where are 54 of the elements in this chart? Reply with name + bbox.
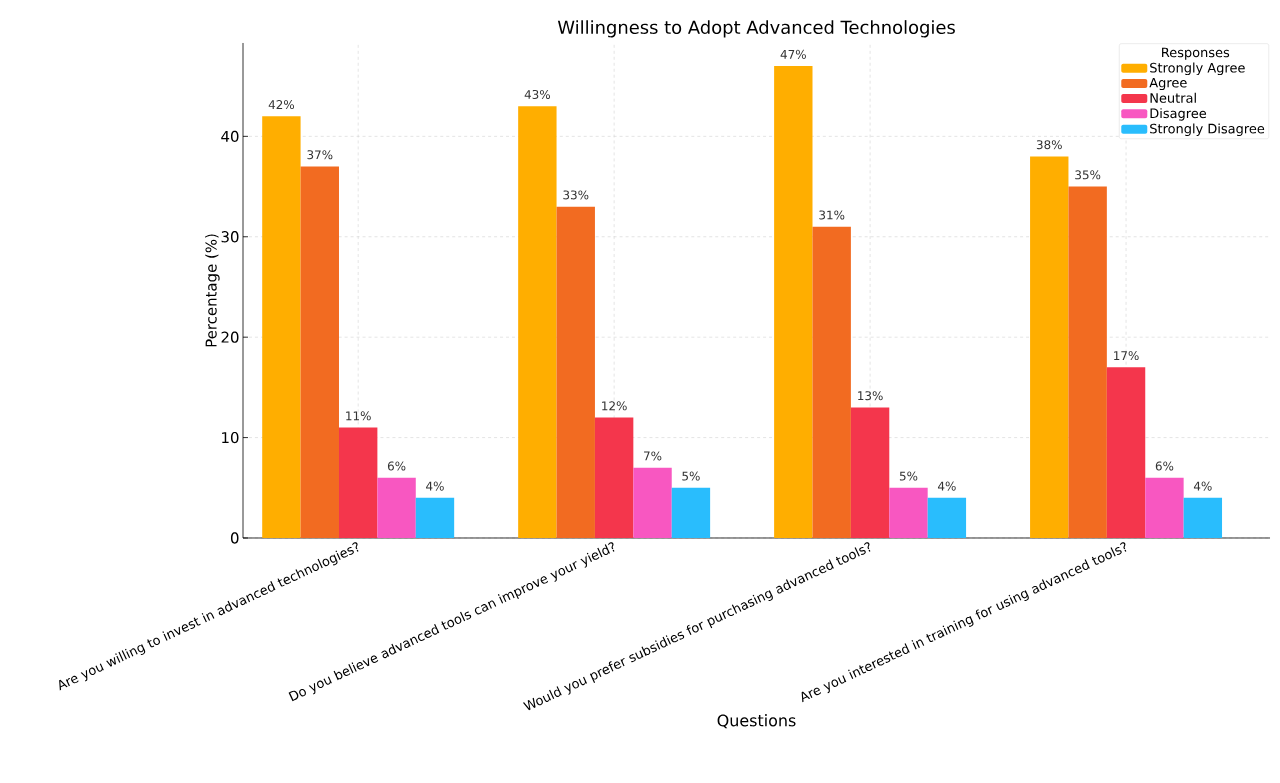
bar [1030, 156, 1069, 538]
legend-label: Agree [1149, 77, 1187, 91]
chart-title: Willingness to Adopt Advanced Technologies [557, 20, 955, 38]
data-label: 6% [387, 461, 406, 471]
bar [1106, 367, 1146, 538]
bar [594, 417, 634, 538]
data-label: 43% [524, 89, 550, 100]
data-label: 42% [268, 100, 295, 110]
data-label: 17% [1114, 351, 1139, 361]
data-label: 4% [1193, 481, 1212, 491]
data-label: 35% [1075, 170, 1101, 180]
x-axis-title: Questions [717, 714, 796, 729]
data-label: 5% [682, 471, 700, 481]
data-label: 11% [346, 411, 371, 421]
legend-label: Strongly Agree [1150, 62, 1245, 76]
bar [338, 427, 378, 538]
data-label: 31% [819, 210, 845, 220]
data-label: 12% [602, 401, 627, 411]
bar [518, 106, 557, 538]
bar [850, 407, 890, 538]
data-label: 4% [426, 481, 444, 491]
legend-label: Neutral [1150, 92, 1196, 103]
bar [889, 487, 928, 538]
y-tick-label: 10 [222, 431, 239, 444]
bar [1145, 477, 1184, 538]
y-axis-title: Percentage (%) [205, 234, 220, 347]
y-tick-label: 30 [221, 231, 239, 243]
data-label: 13% [858, 391, 883, 401]
bar [415, 497, 455, 538]
bar [774, 66, 813, 538]
bar [633, 467, 672, 538]
bar [300, 166, 339, 538]
bar [262, 116, 301, 538]
bar [927, 497, 967, 538]
bar [671, 487, 711, 538]
bar [1068, 186, 1107, 538]
data-label: 5% [899, 471, 918, 481]
bar [812, 226, 851, 538]
bar [1183, 497, 1223, 538]
y-tick-label: 40 [221, 130, 239, 143]
data-label: 37% [307, 150, 333, 160]
y-tick-label: 20 [221, 331, 239, 343]
legend-label: Strongly Disagree [1150, 123, 1265, 136]
bar [556, 206, 595, 538]
data-label: 7% [644, 451, 662, 461]
bar [377, 477, 416, 538]
y-tick-label: 0 [230, 532, 239, 544]
data-label: 6% [1155, 461, 1174, 471]
data-label: 47% [780, 49, 806, 59]
legend-title: Responses [1162, 47, 1230, 60]
data-label: 38% [1036, 140, 1062, 150]
data-label: 33% [563, 190, 589, 200]
legend-label: Disagree [1150, 108, 1207, 121]
data-label: 4% [937, 481, 956, 491]
